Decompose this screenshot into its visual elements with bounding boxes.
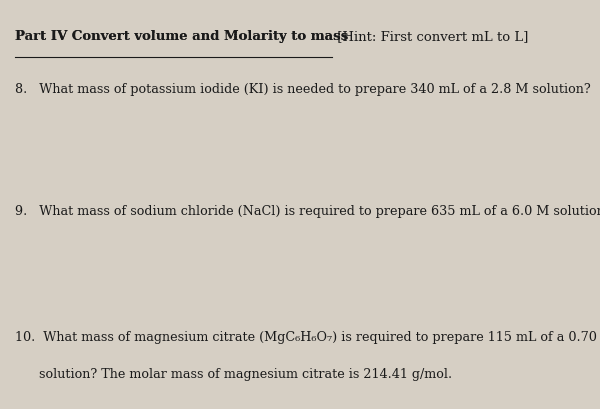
Text: 10.  What mass of magnesium citrate (MgC₆H₆O₇) is required to prepare 115 mL of : 10. What mass of magnesium citrate (MgC₆… <box>15 330 600 344</box>
Text: Part IV Convert volume and Molarity to mass [Hint: First convert mL to L]: Part IV Convert volume and Molarity to m… <box>15 30 514 43</box>
Text: [Hint: First convert mL to L]: [Hint: First convert mL to L] <box>333 30 529 43</box>
Text: 9.   What mass of sodium chloride (NaCl) is required to prepare 635 mL of a 6.0 : 9. What mass of sodium chloride (NaCl) i… <box>15 204 600 218</box>
Text: Part IV Convert volume and Molarity to mass: Part IV Convert volume and Molarity to m… <box>15 30 348 43</box>
Text: solution? The molar mass of magnesium citrate is 214.41 g/mol.: solution? The molar mass of magnesium ci… <box>15 367 452 380</box>
Text: Part IV Convert volume and Molarity to mass: Part IV Convert volume and Molarity to m… <box>15 30 348 43</box>
Text: 8.   What mass of potassium iodide (KI) is needed to prepare 340 mL of a 2.8 M s: 8. What mass of potassium iodide (KI) is… <box>15 83 590 96</box>
